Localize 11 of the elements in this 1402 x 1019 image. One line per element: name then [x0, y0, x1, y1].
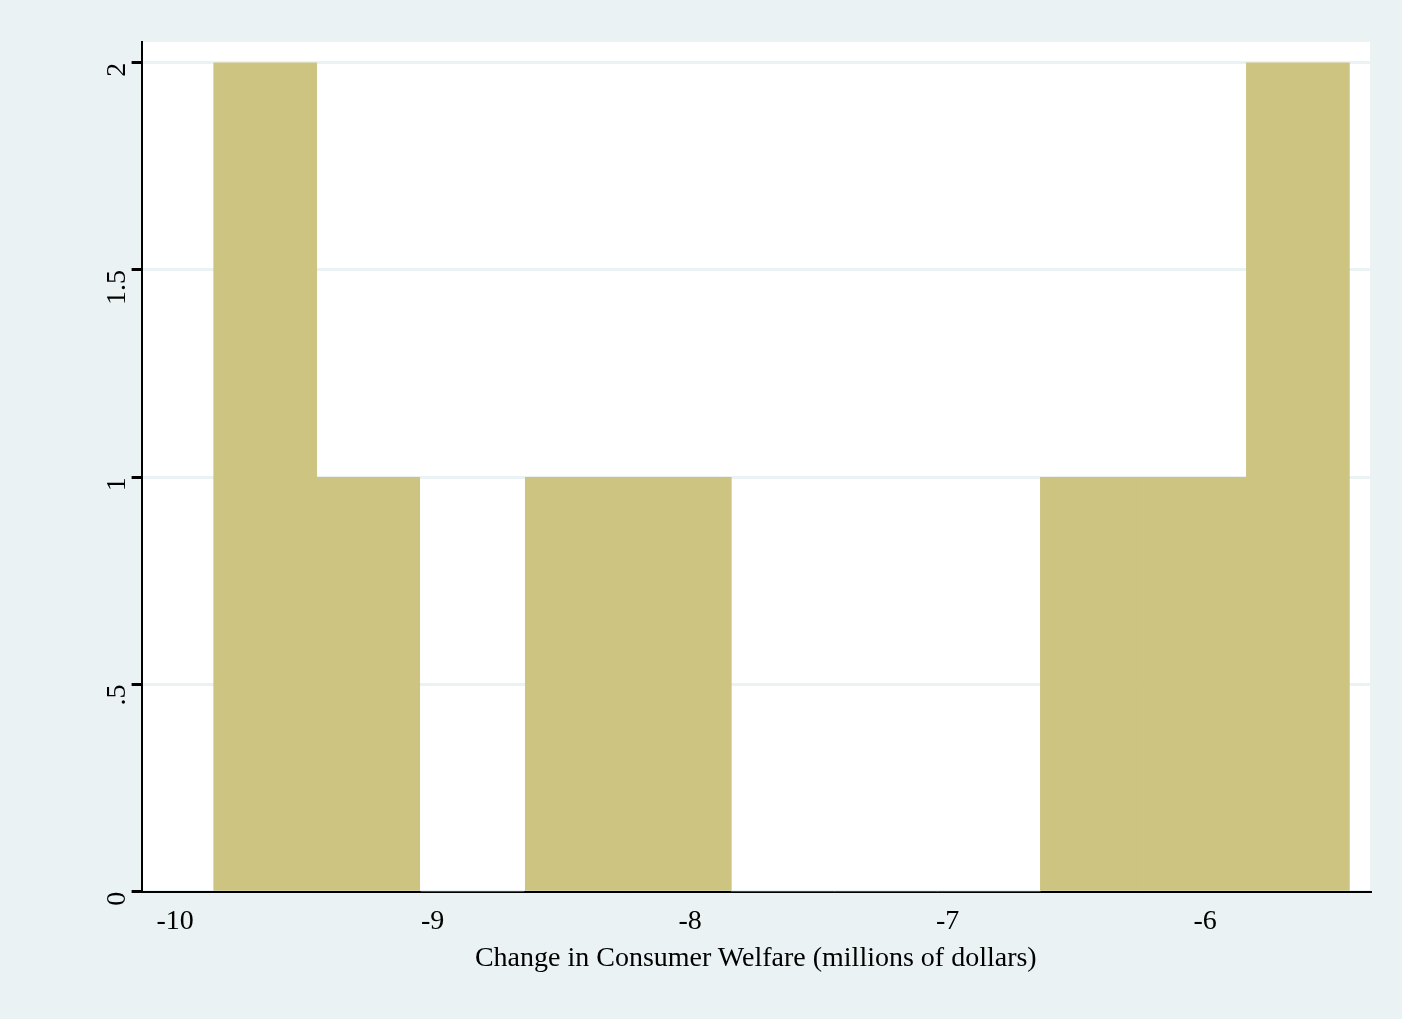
x-tick-label: -7 [935, 903, 960, 935]
y-tick-label: 1.5 [99, 270, 131, 305]
x-axis-title: Change in Consumer Welfare (millions of dollars) [474, 940, 1037, 972]
x-tick-label: -8 [678, 903, 702, 935]
y-tick-label: 2 [99, 62, 131, 77]
x-tick-label: -10 [156, 903, 194, 935]
y-tick-label: 1 [99, 477, 131, 492]
x-tick-label: -9 [420, 903, 445, 935]
x-tick-label: -6 [1193, 903, 1217, 935]
y-tick-label: .5 [99, 684, 131, 706]
y-tick-label: 0 [99, 891, 131, 906]
